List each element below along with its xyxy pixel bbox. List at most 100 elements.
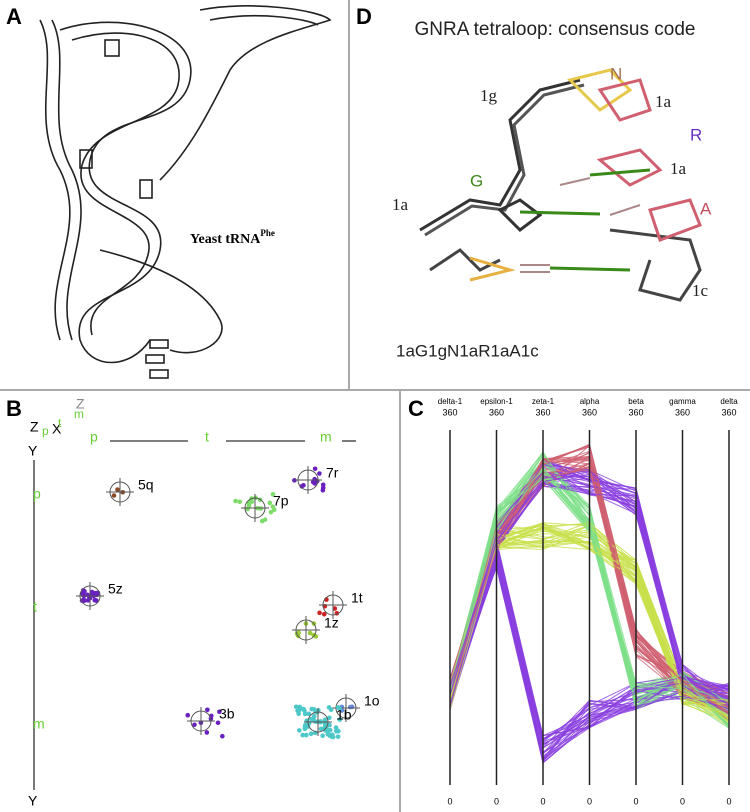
point	[185, 712, 191, 718]
residue-label: N	[610, 64, 622, 83]
point	[248, 499, 254, 504]
point	[93, 590, 99, 596]
point	[337, 706, 343, 712]
point	[204, 730, 210, 735]
point	[320, 733, 325, 739]
cluster-label: 1z	[324, 615, 339, 631]
axis-label: p	[90, 429, 98, 445]
axis-min: 0	[540, 796, 545, 806]
point	[297, 704, 303, 710]
axis-name: delta-1	[438, 397, 463, 406]
point	[332, 606, 338, 611]
point	[301, 706, 306, 712]
crosshair	[106, 478, 134, 506]
point	[307, 630, 313, 636]
axis-max: 360	[582, 407, 597, 417]
crosshair	[187, 707, 215, 735]
axis-label: m	[33, 716, 45, 732]
axis-label: t	[33, 599, 37, 615]
cluster-label: 1t	[351, 590, 363, 606]
point	[233, 498, 238, 504]
residue-label: 1a	[655, 92, 672, 111]
residue-label: 1a	[670, 159, 687, 178]
point	[258, 506, 264, 511]
point	[192, 722, 197, 728]
point	[327, 722, 332, 728]
axis-max: 360	[721, 407, 736, 417]
clusters: 5q 7r 7p 5z 1t 1z 1o 3b 1b	[76, 465, 380, 740]
point	[296, 630, 301, 635]
point	[333, 728, 339, 734]
panel-letter: B	[6, 396, 22, 421]
axis-label: m	[74, 407, 84, 421]
point	[320, 487, 326, 493]
point	[237, 499, 243, 505]
point	[311, 713, 317, 719]
axis-name: epsilon-1	[480, 397, 513, 406]
point	[320, 482, 326, 488]
axis-max: 360	[535, 407, 550, 417]
cluster-label: 5z	[108, 581, 123, 597]
point	[93, 598, 99, 603]
point	[309, 716, 314, 722]
cluster-label: 3b	[219, 706, 235, 722]
parallel-coordinates: delta-13600epsilon-13600zeta-13600alpha3…	[438, 397, 738, 806]
residue-label: 1a	[392, 195, 409, 214]
axis-label: X	[52, 421, 62, 437]
point	[220, 733, 225, 739]
point	[322, 717, 328, 723]
cluster-label: 1o	[364, 693, 380, 709]
point	[296, 711, 301, 716]
point	[111, 493, 117, 498]
residue-label: G	[470, 171, 483, 190]
point	[301, 482, 306, 488]
point	[312, 466, 318, 472]
point	[328, 707, 334, 713]
axes	[33, 440, 356, 790]
corner-labels: Z X Y Z p t m	[28, 396, 85, 459]
axis-min: 0	[680, 796, 685, 806]
axis-label: Y	[28, 793, 38, 809]
axis-max: 360	[442, 407, 457, 417]
crosshair	[241, 494, 269, 522]
point	[317, 610, 322, 616]
axis-name: beta	[628, 397, 644, 406]
point	[300, 732, 306, 738]
axis-max: 360	[489, 407, 504, 417]
axis-min: 0	[447, 796, 452, 806]
panel-letter: C	[408, 396, 424, 421]
axis-labels: p t m p t m	[33, 429, 332, 732]
point	[215, 720, 221, 726]
point	[268, 509, 274, 515]
point	[85, 598, 91, 603]
point	[115, 487, 120, 492]
cluster-label: 7r	[326, 465, 339, 481]
point	[309, 706, 315, 712]
point	[330, 734, 336, 740]
point	[302, 711, 308, 717]
axis-label: t	[205, 429, 209, 445]
point	[308, 731, 314, 737]
cluster-label: 1b	[336, 707, 352, 723]
residue-label: 1g	[480, 86, 498, 105]
crosshair	[294, 466, 322, 494]
panel-letter: D	[356, 4, 372, 29]
axis-name: alpha	[580, 397, 600, 406]
cluster-label: 5q	[138, 477, 154, 493]
point	[335, 734, 341, 739]
trna-ribbon	[39, 5, 332, 379]
point	[337, 717, 343, 722]
residue-label: 1c	[692, 281, 709, 300]
point	[317, 471, 322, 476]
point	[321, 611, 327, 617]
axis-min: 0	[726, 796, 731, 806]
panel-letter: A	[6, 4, 22, 29]
axis-label: p	[33, 486, 41, 502]
point	[270, 504, 276, 510]
point	[297, 728, 302, 733]
axis-label: Z	[76, 396, 85, 412]
axis-max: 360	[628, 407, 643, 417]
residue-labels: N 1g 1a R 1a G 1a A 1c	[392, 64, 712, 299]
